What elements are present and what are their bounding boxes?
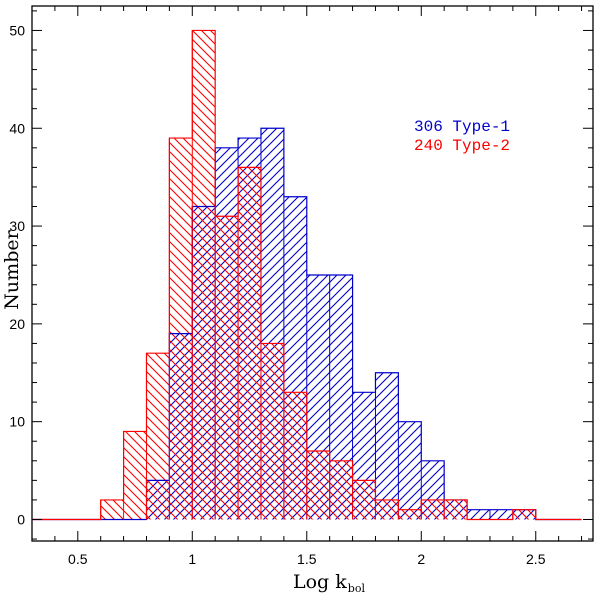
y-tick-label: 50: [9, 22, 25, 38]
type2-bar-13: [398, 509, 422, 520]
type1-bar-17: [489, 509, 513, 520]
type2-bar-2: [146, 353, 170, 520]
x-tick-label: 1: [188, 551, 196, 567]
legend-type2: 240 Type-2: [414, 137, 510, 155]
x-tick-label: 1.5: [297, 551, 317, 567]
type2-bar-5: [215, 216, 239, 520]
type2-bar-10: [329, 460, 353, 520]
type2-outline: [32, 29, 582, 521]
y-tick-label: 0: [17, 511, 25, 527]
type2-bar-1: [123, 431, 147, 520]
type2-bar-15: [444, 499, 468, 520]
type2-bar-6: [238, 167, 261, 520]
x-tick-label: 0.5: [68, 551, 88, 567]
type2-bar-12: [375, 499, 399, 520]
type2-bar-11: [352, 480, 376, 520]
type2-bar-8: [283, 392, 307, 520]
type2-bar-3: [169, 138, 193, 520]
type2-bar-7: [260, 343, 284, 520]
type1-bar-10: [329, 274, 353, 520]
type2-bar-9: [306, 451, 330, 520]
legend-type1: 306 Type-1: [414, 118, 510, 136]
x-axis-label: Log kbol: [293, 571, 365, 595]
type2-bar-14: [421, 499, 445, 520]
y-tick-label: 10: [9, 414, 25, 430]
x-tick-label: 2: [417, 551, 425, 567]
x-axis-label-main: Log k: [293, 571, 347, 593]
type2-bar-0: [100, 499, 124, 520]
x-tick-label: 2.5: [526, 551, 546, 567]
type2-bar-18: [512, 509, 536, 520]
x-axis-label-subscript: bol: [348, 582, 366, 595]
plot-frame: [31, 5, 594, 542]
type1-bar-13: [398, 421, 422, 520]
type1-bar-16: [467, 509, 490, 520]
y-axis-label: Number: [1, 229, 23, 309]
y-tick-label: 40: [9, 120, 25, 136]
type2-bar-4: [192, 30, 216, 520]
y-tick-label: 30: [9, 218, 25, 234]
y-tick-label: 20: [9, 316, 25, 332]
type1-bar-12: [375, 372, 399, 520]
